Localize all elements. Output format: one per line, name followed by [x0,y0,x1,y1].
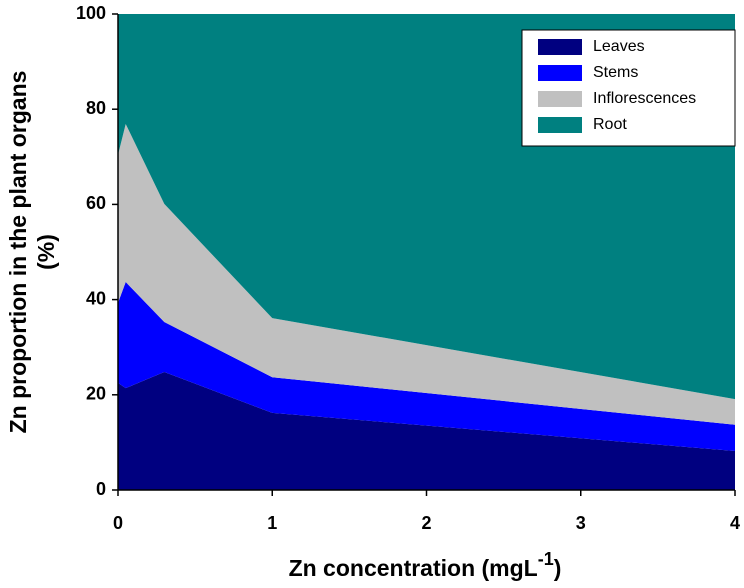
x-axis-title-superscript: -1 [538,549,554,569]
area [118,281,735,451]
x-axis-title-suffix: ) [554,555,562,581]
x-tick-label: 4 [730,513,740,533]
x-tick-label: 0 [113,513,123,533]
y-axis-title: (%) [33,234,59,270]
y-tick-label: 40 [86,288,106,308]
x-tick-label: 2 [421,513,431,533]
legend-label: Root [593,116,627,133]
y-tick-label: 0 [96,479,106,499]
y-tick-label: 100 [76,3,106,23]
legend-label: Stems [593,64,638,81]
legend-swatch [538,39,582,55]
x-axis-title-text: Zn concentration (mgL [289,555,538,581]
area [118,371,735,490]
x-tick-label: 1 [267,513,277,533]
x-axis-title: Zn concentration (mgL-1) [289,549,562,581]
legend-label: Leaves [593,38,645,55]
legend-swatch [538,117,582,133]
x-tick-label: 3 [576,513,586,533]
legend-swatch [538,65,582,81]
y-tick-label: 60 [86,193,106,213]
y-tick-label: 20 [86,384,106,404]
legend-swatch [538,91,582,107]
y-tick-label: 80 [86,98,106,118]
area [118,123,735,425]
y-axis-title: Zn proportion in the plant organs [5,71,31,434]
legend-label: Inflorescences [593,90,696,107]
